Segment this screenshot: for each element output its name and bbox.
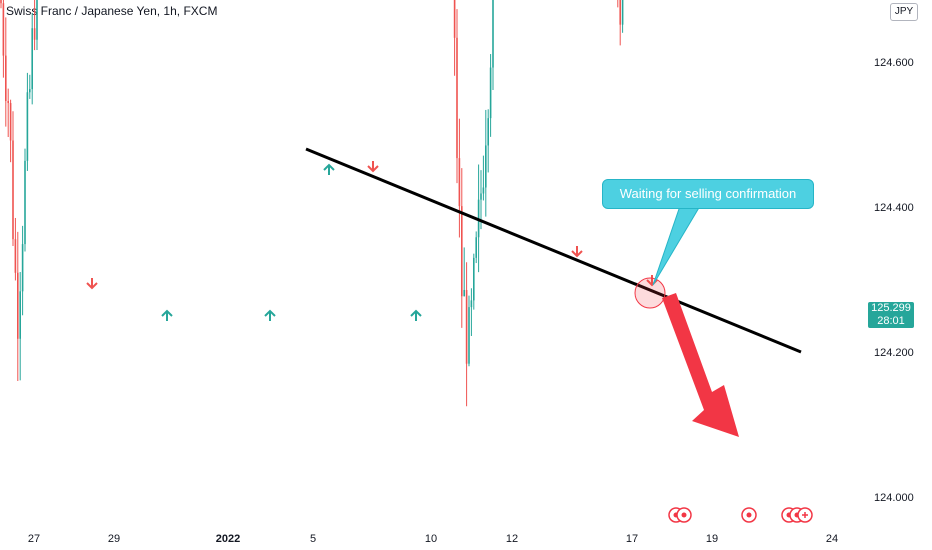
y-tick-label: 124.000	[874, 492, 914, 504]
down-arrow-marker	[571, 246, 583, 258]
trendline[interactable]	[305, 147, 802, 354]
candle-body	[468, 307, 470, 364]
candle-body	[465, 290, 468, 364]
chart-title: Swiss Franc / Japanese Yen, 1h, FXCM	[6, 4, 218, 18]
last-price: 125.299	[871, 302, 911, 314]
callout-pointer	[652, 205, 701, 286]
candle-body	[9, 103, 12, 141]
x-tick-label: 10	[425, 533, 437, 545]
candle-body	[458, 158, 461, 207]
candle-body	[26, 92, 29, 161]
candle-body	[14, 239, 17, 273]
up-arrow-marker	[323, 163, 335, 175]
candle-body	[36, 0, 38, 40]
y-tick-label: 124.400	[874, 202, 914, 214]
breakout-circle[interactable]	[634, 277, 666, 309]
candle-body	[470, 300, 473, 308]
add-event-icon[interactable]	[797, 507, 813, 523]
candle-body	[619, 0, 621, 25]
last-price-tag: 125.299 28:01	[868, 302, 914, 328]
x-tick-label: 5	[310, 533, 316, 545]
y-tick-label: 124.600	[874, 57, 914, 69]
candle-body	[475, 237, 477, 258]
down-arrow-marker	[86, 278, 98, 290]
candle-body	[33, 28, 36, 40]
candle-body	[7, 100, 9, 104]
candle-body	[492, 0, 494, 68]
x-tick-label: 29	[108, 533, 120, 545]
candle-body	[19, 291, 21, 339]
candle-body	[5, 55, 7, 101]
sell-arrow-shape	[662, 293, 739, 437]
candle-body	[21, 244, 24, 292]
x-tick-label: 24	[826, 533, 838, 545]
candle-body	[461, 206, 463, 297]
down-arrow-marker	[367, 161, 379, 173]
candle-body	[29, 89, 31, 93]
candle-body	[485, 145, 487, 188]
candle-body	[453, 0, 456, 38]
up-arrow-marker	[410, 309, 422, 321]
x-tick-label: 27	[28, 533, 40, 545]
x-tick-label: 17	[626, 533, 638, 545]
candle-body	[480, 193, 482, 200]
candle-body	[489, 67, 492, 119]
currency-badge[interactable]: JPY	[890, 3, 918, 21]
candle-body	[31, 28, 33, 90]
candle-body	[0, 0, 2, 4]
y-tick-label: 124.200	[874, 347, 914, 359]
callout-annotation[interactable]: Waiting for selling confirmation	[602, 179, 814, 209]
x-tick-label: 12	[506, 533, 518, 545]
up-arrow-marker	[161, 309, 173, 321]
candle-body	[621, 0, 624, 25]
event-icon[interactable]	[676, 507, 692, 523]
candle-body	[487, 118, 489, 146]
sell-arrow[interactable]	[662, 293, 739, 437]
candle-body	[2, 3, 5, 56]
x-tick-label: 19	[706, 533, 718, 545]
x-tick-label: 2022	[216, 533, 240, 545]
candle-body	[456, 37, 458, 159]
up-arrow-marker	[264, 309, 276, 321]
candle-body	[473, 257, 475, 301]
candle-body	[463, 290, 465, 297]
candle-body	[17, 272, 19, 339]
candle-body	[24, 160, 26, 245]
bar-countdown: 28:01	[877, 315, 905, 327]
candle-body	[482, 187, 485, 194]
candle-body	[12, 140, 14, 240]
event-icon[interactable]	[741, 507, 757, 523]
